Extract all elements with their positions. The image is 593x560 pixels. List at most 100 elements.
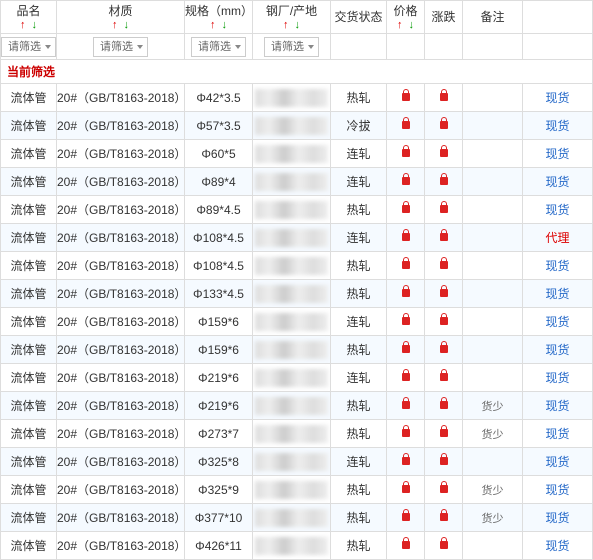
header-name[interactable]: 品名↑↓ — [1, 1, 57, 34]
filter-spec-button[interactable]: 请筛选 — [191, 37, 246, 57]
cell-change[interactable] — [425, 532, 463, 560]
cell-remark[interactable]: 现货 — [523, 532, 593, 560]
lock-icon — [438, 117, 450, 131]
cell-change[interactable] — [425, 280, 463, 308]
cell-change[interactable] — [425, 448, 463, 476]
table-row: 流体管20#（GB/T8163-2018）Φ219*6热轧货少现货 — [1, 392, 593, 420]
header-price-label: 价格 — [387, 3, 424, 19]
header-note-label: 备注 — [463, 9, 522, 25]
cell-price[interactable] — [387, 420, 425, 448]
cell-change[interactable] — [425, 504, 463, 532]
cell-name: 流体管 — [1, 392, 57, 420]
cell-change[interactable] — [425, 84, 463, 112]
filter-name-button[interactable]: 请筛选 — [1, 37, 56, 57]
cell-price[interactable] — [387, 196, 425, 224]
cell-name: 流体管 — [1, 280, 57, 308]
cell-price[interactable] — [387, 364, 425, 392]
cell-spec: Φ426*11 — [185, 532, 253, 560]
cell-remark[interactable]: 现货 — [523, 504, 593, 532]
cell-price[interactable] — [387, 84, 425, 112]
cell-origin — [253, 168, 331, 196]
blurred-origin — [255, 145, 328, 163]
cell-change[interactable] — [425, 364, 463, 392]
current-filter-label: 当前筛选 — [1, 60, 593, 84]
cell-note — [463, 84, 523, 112]
cell-price[interactable] — [387, 280, 425, 308]
cell-remark[interactable]: 现货 — [523, 168, 593, 196]
cell-change[interactable] — [425, 476, 463, 504]
cell-price[interactable] — [387, 308, 425, 336]
cell-remark[interactable]: 现货 — [523, 476, 593, 504]
cell-price[interactable] — [387, 336, 425, 364]
cell-change[interactable] — [425, 168, 463, 196]
cell-spec: Φ42*3.5 — [185, 84, 253, 112]
cell-price[interactable] — [387, 532, 425, 560]
cell-remark[interactable]: 现货 — [523, 364, 593, 392]
cell-name: 流体管 — [1, 112, 57, 140]
cell-remark[interactable]: 现货 — [523, 420, 593, 448]
cell-note — [463, 280, 523, 308]
table-row: 流体管20#（GB/T8163-2018）Φ60*5连轧现货 — [1, 140, 593, 168]
cell-remark[interactable]: 现货 — [523, 308, 593, 336]
cell-change[interactable] — [425, 140, 463, 168]
cell-remark[interactable]: 现货 — [523, 336, 593, 364]
cell-remark[interactable]: 现货 — [523, 280, 593, 308]
cell-change[interactable] — [425, 420, 463, 448]
blurred-origin — [255, 369, 328, 387]
blurred-origin — [255, 229, 328, 247]
cell-price[interactable] — [387, 252, 425, 280]
cell-status: 冷拔 — [331, 112, 387, 140]
lock-icon — [400, 201, 412, 215]
cell-change[interactable] — [425, 224, 463, 252]
cell-price[interactable] — [387, 476, 425, 504]
lock-icon — [438, 173, 450, 187]
lock-icon — [438, 341, 450, 355]
cell-price[interactable] — [387, 224, 425, 252]
cell-spec: Φ89*4 — [185, 168, 253, 196]
blurred-origin — [255, 201, 328, 219]
cell-remark[interactable]: 现货 — [523, 196, 593, 224]
lock-icon — [400, 285, 412, 299]
lock-icon — [438, 369, 450, 383]
header-material[interactable]: 材质↑↓ — [57, 1, 185, 34]
cell-remark[interactable]: 现货 — [523, 84, 593, 112]
cell-change[interactable] — [425, 308, 463, 336]
filter-origin-button[interactable]: 请筛选 — [264, 37, 319, 57]
cell-status: 热轧 — [331, 420, 387, 448]
blurred-origin — [255, 509, 328, 527]
filter-material-button[interactable]: 请筛选 — [93, 37, 148, 57]
cell-change[interactable] — [425, 392, 463, 420]
cell-price[interactable] — [387, 140, 425, 168]
cell-change[interactable] — [425, 196, 463, 224]
cell-status: 热轧 — [331, 252, 387, 280]
cell-remark[interactable]: 现货 — [523, 252, 593, 280]
cell-remark[interactable]: 现货 — [523, 140, 593, 168]
lock-icon — [438, 481, 450, 495]
cell-status: 连轧 — [331, 308, 387, 336]
header-origin[interactable]: 钢厂/产地↑↓ — [253, 1, 331, 34]
cell-change[interactable] — [425, 112, 463, 140]
cell-status: 连轧 — [331, 168, 387, 196]
cell-remark[interactable]: 现货 — [523, 112, 593, 140]
cell-note — [463, 448, 523, 476]
cell-spec: Φ108*4.5 — [185, 252, 253, 280]
cell-price[interactable] — [387, 448, 425, 476]
cell-remark[interactable]: 代理 — [523, 224, 593, 252]
header-spec-label: 规格（mm） — [185, 3, 252, 19]
blurred-origin — [255, 341, 328, 359]
cell-price[interactable] — [387, 504, 425, 532]
cell-change[interactable] — [425, 336, 463, 364]
table-row: 流体管20#（GB/T8163-2018）Φ133*4.5热轧现货 — [1, 280, 593, 308]
cell-price[interactable] — [387, 392, 425, 420]
cell-status: 热轧 — [331, 280, 387, 308]
cell-price[interactable] — [387, 168, 425, 196]
sort-arrows-icon: ↑↓ — [57, 19, 184, 31]
cell-change[interactable] — [425, 252, 463, 280]
cell-note — [463, 252, 523, 280]
header-price[interactable]: 价格↑↓ — [387, 1, 425, 34]
cell-remark[interactable]: 现货 — [523, 392, 593, 420]
lock-icon — [400, 89, 412, 103]
cell-price[interactable] — [387, 112, 425, 140]
cell-remark[interactable]: 现货 — [523, 448, 593, 476]
header-spec[interactable]: 规格（mm）↑↓ — [185, 1, 253, 34]
